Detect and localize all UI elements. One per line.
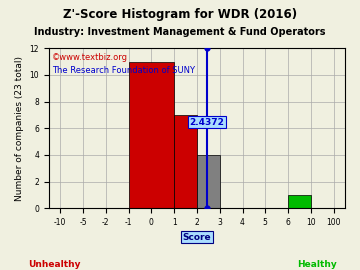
Y-axis label: Number of companies (23 total): Number of companies (23 total) [15,56,24,201]
Bar [197,155,220,208]
Bar [174,115,197,208]
Text: Healthy: Healthy [297,260,337,269]
Text: Z'-Score Histogram for WDR (2016): Z'-Score Histogram for WDR (2016) [63,8,297,21]
Bar [288,195,311,208]
Text: ©www.textbiz.org: ©www.textbiz.org [52,53,128,62]
Text: Industry: Investment Management & Fund Operators: Industry: Investment Management & Fund O… [34,27,326,37]
Text: 2.4372: 2.4372 [189,118,224,127]
Bar [129,62,174,208]
X-axis label: Score: Score [183,232,211,241]
Text: Unhealthy: Unhealthy [28,260,80,269]
Text: The Research Foundation of SUNY: The Research Foundation of SUNY [52,66,195,75]
